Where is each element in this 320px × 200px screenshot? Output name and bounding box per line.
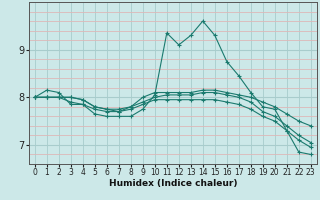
X-axis label: Humidex (Indice chaleur): Humidex (Indice chaleur) xyxy=(108,179,237,188)
